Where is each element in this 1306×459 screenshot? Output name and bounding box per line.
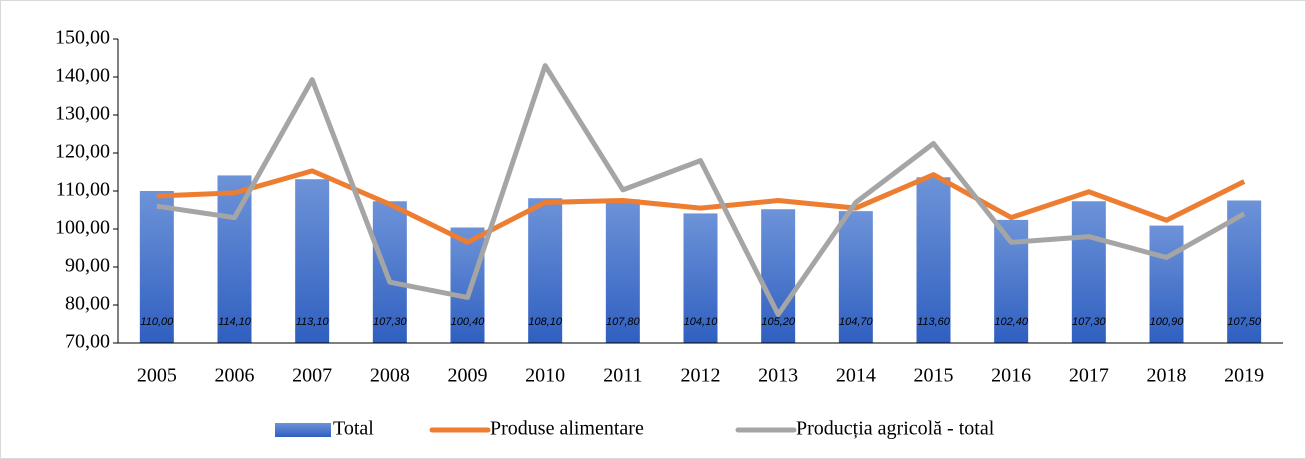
bar [605,199,640,343]
bar [528,198,563,343]
x-tick-label: 2005 [137,365,177,387]
y-tick-label: 120,00 [55,141,110,163]
x-tick-label: 2014 [836,365,876,387]
x-tick-label: 2011 [603,365,642,387]
bar [217,175,252,343]
x-tick-label: 2009 [448,365,488,387]
bar [139,191,174,343]
value-label: 107,50 [1227,316,1262,328]
bar [1149,225,1184,343]
line [156,63,1246,317]
legend-swatch [275,423,331,437]
legend-label: Total [333,418,374,440]
y-tick-label: 80,00 [65,293,110,315]
value-label: 104,10 [684,316,719,328]
y-tick-label: 70,00 [65,331,110,353]
value-label: 107,30 [373,316,408,328]
x-tick-label: 2007 [292,365,332,387]
x-tick-label: 2015 [914,365,954,387]
value-label: 113,60 [917,316,951,328]
value-label: 108,10 [528,316,563,328]
bar [1227,200,1262,343]
value-label: 102,40 [994,316,1029,328]
x-tick-label: 2019 [1224,365,1264,387]
x-tick-label: 2017 [1069,365,1109,387]
y-tick-label: 90,00 [65,255,110,277]
bar [372,201,407,343]
bar [838,211,873,343]
bar [916,177,951,343]
y-tick-label: 150,00 [55,27,110,49]
y-tick-label: 140,00 [55,65,110,87]
value-label: 100,40 [451,316,486,328]
x-tick-label: 2016 [991,365,1031,387]
x-tick-label: 2018 [1147,365,1187,387]
value-label: 113,10 [296,316,330,328]
x-tick-label: 2008 [370,365,410,387]
line [156,168,1246,245]
y-tick-label: 100,00 [55,217,110,239]
value-label: 114,10 [218,316,252,328]
bar [683,213,718,343]
value-label: 107,80 [606,316,641,328]
x-tick-label: 2012 [681,365,721,387]
value-label: 110,00 [140,316,174,328]
value-label: 105,20 [761,316,796,328]
x-tick-label: 2010 [525,365,565,387]
value-label: 107,30 [1072,316,1107,328]
legend-label: Producția agricolă - total [796,418,995,440]
bar [761,209,796,343]
y-tick-label: 130,00 [55,103,110,125]
bar [1071,201,1106,343]
bar [295,179,330,343]
x-tick-label: 2006 [215,365,255,387]
x-tick-label: 2013 [758,365,798,387]
value-label: 100,90 [1150,316,1185,328]
value-label: 104,70 [839,316,874,328]
bar [450,227,485,343]
legend-label: Produse alimentare [490,418,644,440]
y-tick-label: 110,00 [56,179,110,201]
